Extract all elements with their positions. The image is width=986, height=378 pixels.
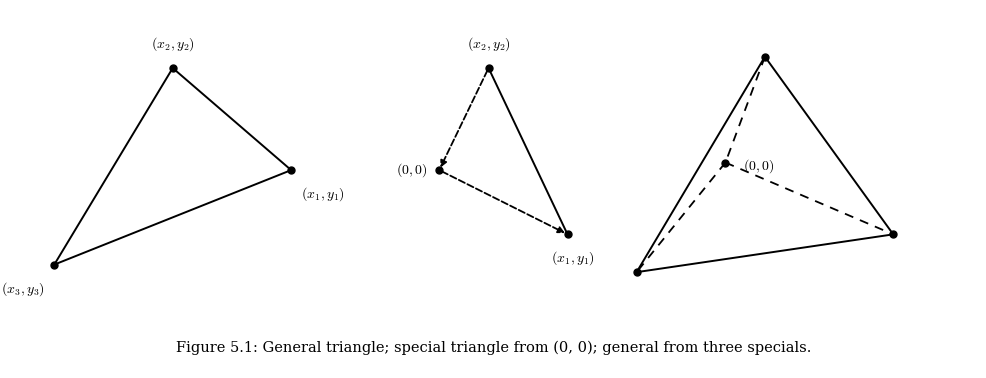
Text: $(x_1, y_1)$: $(x_1, y_1)$ [550, 249, 594, 267]
Text: $(x_1, y_1)$: $(x_1, y_1)$ [301, 185, 344, 203]
Text: $(0, 0)$: $(0, 0)$ [742, 157, 774, 175]
Text: $(x_3, y_3)$: $(x_3, y_3)$ [1, 280, 44, 297]
Text: Figure 5.1: General triangle; special triangle from (0, 0); general from three s: Figure 5.1: General triangle; special tr… [176, 341, 810, 355]
Text: $(x_2, y_2)$: $(x_2, y_2)$ [466, 35, 510, 53]
Text: $(x_2, y_2)$: $(x_2, y_2)$ [151, 35, 194, 53]
Text: $(0, 0)$: $(0, 0)$ [395, 161, 427, 179]
